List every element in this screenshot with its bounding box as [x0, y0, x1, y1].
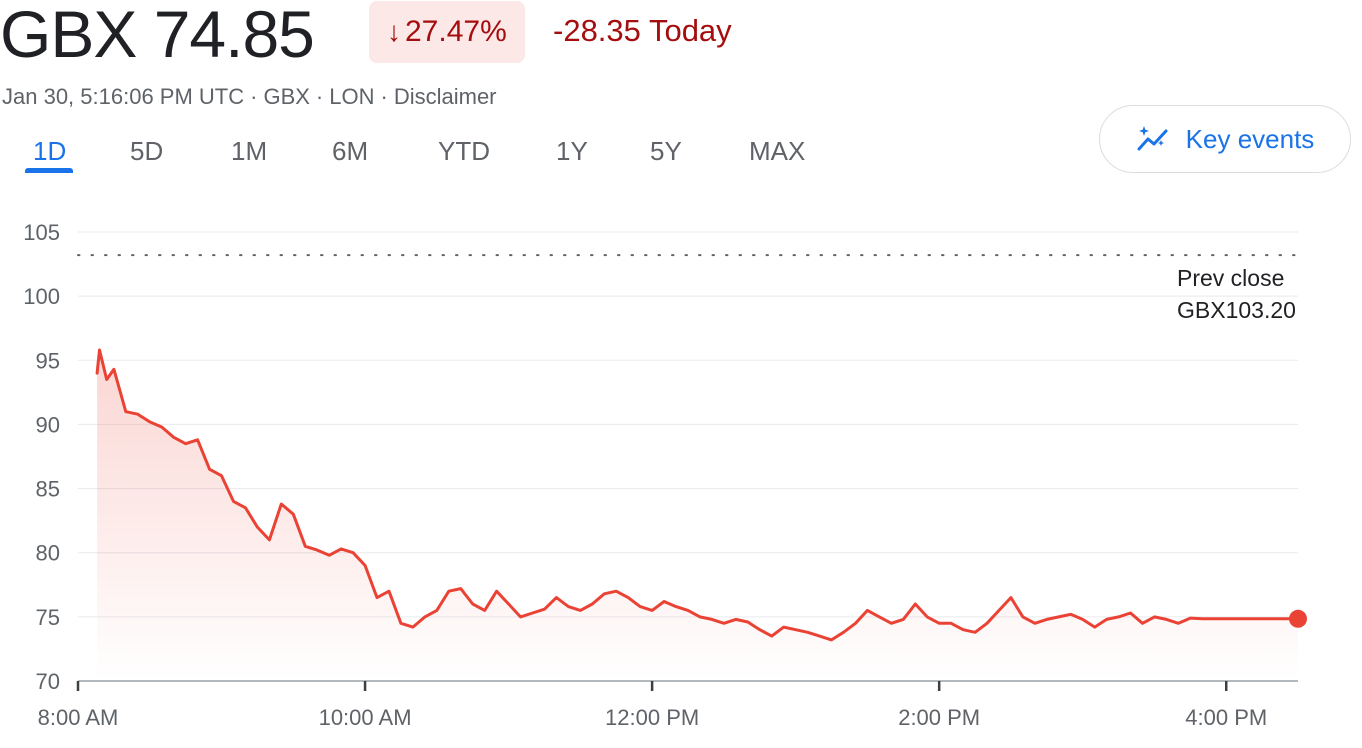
price-area-fill [97, 350, 1299, 681]
current-price: GBX 74.85 [0, 0, 315, 71]
y-tick-label: 80 [36, 541, 60, 566]
x-tick-label: 4:00 PM [1185, 705, 1267, 730]
y-tick-label: 70 [36, 669, 60, 694]
meta-separator: · [380, 84, 388, 109]
sparkle-trend-icon [1137, 126, 1168, 151]
key-events-label: Key events [1185, 123, 1315, 154]
prev-close-value: GBX103.20 [1177, 297, 1296, 323]
last-price-point [1289, 609, 1307, 628]
y-tick-label: 75 [36, 605, 60, 630]
y-tick-label: 90 [36, 412, 60, 437]
active-tab-indicator [25, 168, 73, 173]
change-percent-badge: ↓ 27.47% [369, 1, 525, 63]
tab-1d[interactable]: 1D [33, 136, 67, 166]
y-tick-label: 95 [36, 348, 60, 373]
tab-1y[interactable]: 1Y [556, 136, 588, 166]
y-tick-label: 100 [23, 284, 60, 309]
x-tick-label: 8:00 AM [38, 705, 119, 730]
x-tick-label: 12:00 PM [605, 705, 699, 730]
quote-currency: GBX [263, 84, 310, 109]
change-percent-value: 27.47% [405, 15, 507, 48]
meta-separator: · [315, 84, 324, 109]
tab-6m[interactable]: 6M [332, 136, 369, 166]
x-tick-label: 2:00 PM [898, 705, 980, 730]
meta-separator: · [250, 84, 258, 109]
tab-5d[interactable]: 5D [130, 136, 164, 166]
quote-date: Jan 30, 5:16:06 PM UTC [2, 84, 245, 109]
key-events-button[interactable]: Key events [1099, 105, 1351, 173]
x-tick-label: 10:00 AM [319, 705, 412, 730]
prev-close-label: Prev close [1177, 265, 1284, 291]
disclaimer-link[interactable]: Disclaimer [393, 84, 497, 109]
tab-1m[interactable]: 1M [231, 136, 268, 166]
tab-5y[interactable]: 5Y [650, 136, 682, 166]
tab-max[interactable]: MAX [749, 136, 806, 166]
quote-exchange: LON [329, 84, 375, 109]
quote-meta: Jan 30, 5:16:06 PM UTC · GBX · LON · Disclaime… [2, 84, 497, 110]
y-tick-label: 105 [23, 220, 60, 245]
change-today: -28.35 Today [553, 13, 732, 48]
down-arrow-icon: ↓ [387, 16, 401, 47]
tab-ytd[interactable]: YTD [438, 136, 490, 166]
y-tick-label: 85 [36, 477, 60, 502]
price-line [95, 348, 1300, 642]
